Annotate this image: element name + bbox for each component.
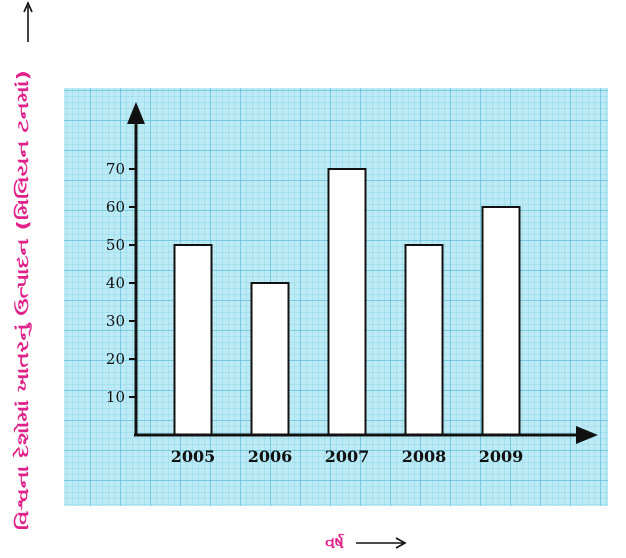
x-axis-arrow-icon	[576, 426, 598, 444]
y-ticks: 10 20 30 40 50 60 70	[106, 160, 136, 406]
y-axis-arrow-icon	[127, 102, 145, 124]
bar-2005	[173, 244, 213, 436]
x-axis-title-arrow-icon	[356, 537, 407, 549]
bar-2006	[250, 282, 290, 436]
y-tick-label: 60	[106, 198, 125, 216]
y-tick-label: 20	[106, 350, 125, 368]
x-axis	[134, 426, 598, 444]
bar-2007	[327, 168, 367, 436]
y-tick-label: 50	[106, 236, 125, 254]
y-tick-label: 10	[106, 388, 125, 406]
y-axis	[127, 102, 145, 435]
y-axis-title-group: વિશ્વના દેશોમાં ખાતરનું ઉત્પાદન (મિલિયન …	[11, 1, 33, 530]
y-tick-label: 40	[106, 274, 125, 292]
x-tick-label: 2009	[479, 447, 524, 466]
x-tick-label: 2008	[402, 447, 447, 466]
x-axis-title: વર્ષ	[325, 533, 345, 552]
x-tick-label: 2006	[248, 447, 293, 466]
y-axis-title-arrow-icon	[23, 1, 33, 42]
x-tick-label: 2005	[171, 447, 216, 466]
bars-layer	[173, 168, 521, 436]
x-axis-title-group: વર્ષ	[325, 533, 407, 552]
bar-2009	[481, 206, 521, 436]
y-tick-label: 30	[106, 312, 125, 330]
bar-2008	[404, 244, 444, 436]
y-tick-label: 70	[106, 160, 125, 178]
x-tick-label: 2007	[325, 447, 370, 466]
y-axis-title: વિશ્વના દેશોમાં ખાતરનું ઉત્પાદન (મિલિયન …	[11, 70, 33, 530]
x-tick-labels: 2005 2006 2007 2008 2009	[171, 447, 524, 466]
